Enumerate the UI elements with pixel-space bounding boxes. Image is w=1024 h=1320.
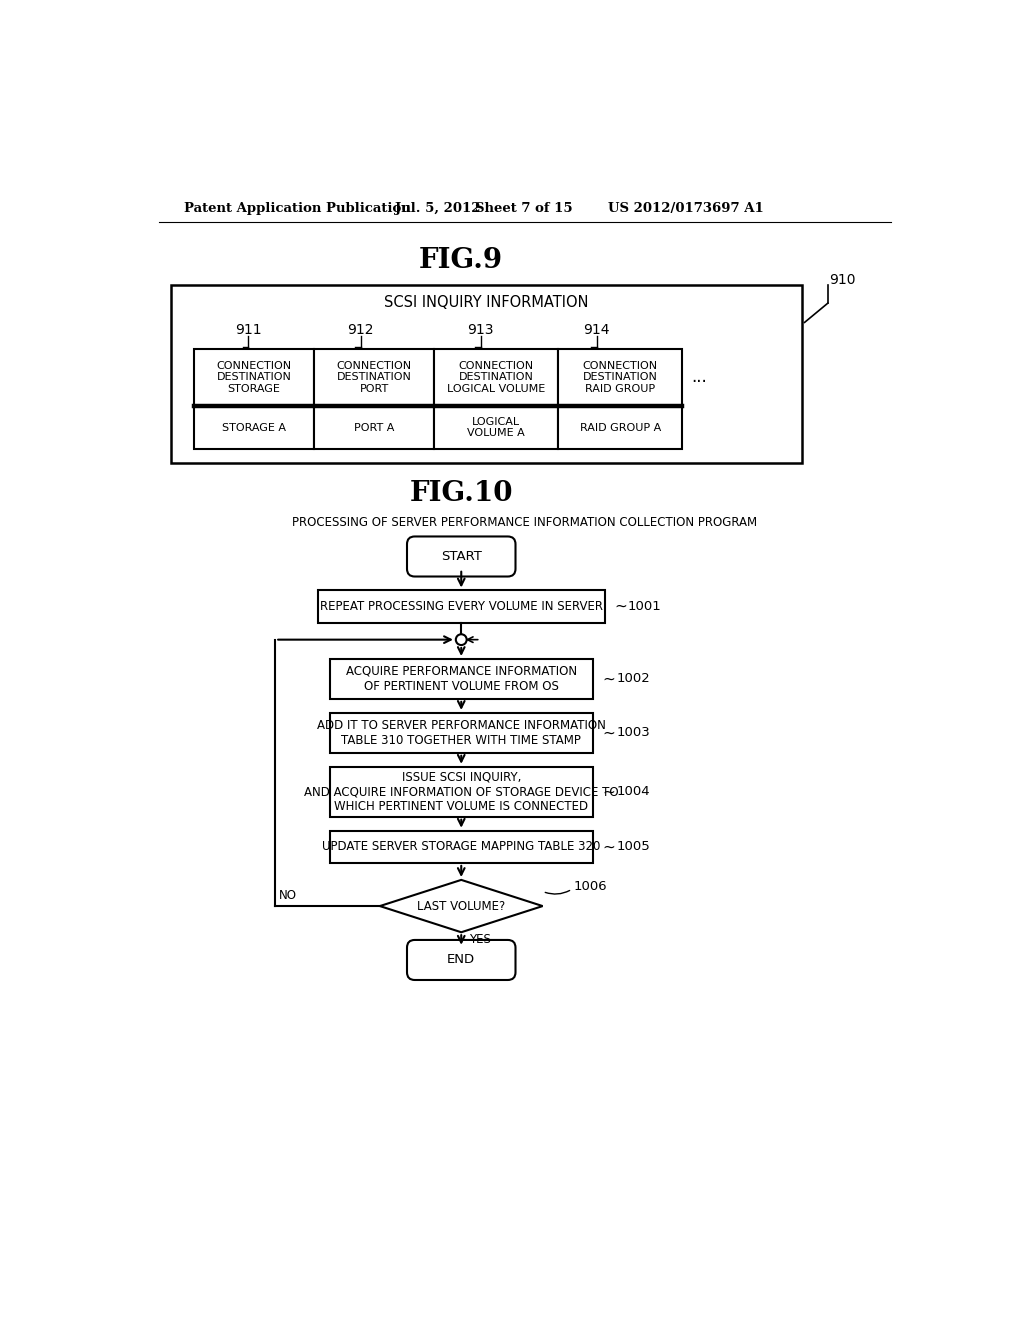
Text: 914: 914: [584, 323, 610, 337]
Text: ADD IT TO SERVER PERFORMANCE INFORMATION
TABLE 310 TOGETHER WITH TIME STAMP: ADD IT TO SERVER PERFORMANCE INFORMATION…: [316, 719, 605, 747]
Text: Sheet 7 of 15: Sheet 7 of 15: [475, 202, 572, 215]
Text: UPDATE SERVER STORAGE MAPPING TABLE 320: UPDATE SERVER STORAGE MAPPING TABLE 320: [323, 841, 600, 853]
Bar: [171, 285, 802, 462]
Bar: [558, 407, 682, 449]
Text: NO: NO: [280, 888, 297, 902]
Text: 910: 910: [829, 273, 856, 286]
Text: ~: ~: [614, 599, 627, 614]
FancyBboxPatch shape: [407, 940, 515, 979]
Text: Jul. 5, 2012: Jul. 5, 2012: [395, 202, 481, 215]
Text: END: END: [447, 953, 475, 966]
Bar: [330, 659, 593, 700]
Text: STORAGE A: STORAGE A: [222, 422, 286, 433]
Text: 1002: 1002: [616, 672, 650, 685]
Text: 1003: 1003: [616, 726, 650, 739]
Text: START: START: [440, 550, 481, 564]
Bar: [434, 348, 558, 407]
Text: Patent Application Publication: Patent Application Publication: [183, 202, 411, 215]
Polygon shape: [380, 880, 543, 932]
Text: PORT A: PORT A: [354, 422, 394, 433]
Text: RAID GROUP A: RAID GROUP A: [580, 422, 660, 433]
Bar: [330, 830, 593, 863]
Bar: [434, 407, 558, 449]
Text: 1004: 1004: [616, 785, 650, 799]
Text: 1006: 1006: [573, 879, 607, 892]
Text: US 2012/0173697 A1: US 2012/0173697 A1: [608, 202, 764, 215]
Text: LAST VOLUME?: LAST VOLUME?: [417, 899, 506, 912]
Text: CONNECTION
DESTINATION
STORAGE: CONNECTION DESTINATION STORAGE: [216, 360, 292, 395]
Text: PROCESSING OF SERVER PERFORMANCE INFORMATION COLLECTION PROGRAM: PROCESSING OF SERVER PERFORMANCE INFORMA…: [292, 516, 758, 529]
Circle shape: [456, 635, 467, 645]
Text: CONNECTION
DESTINATION
LOGICAL VOLUME: CONNECTION DESTINATION LOGICAL VOLUME: [447, 360, 545, 395]
Text: FIG.9: FIG.9: [419, 247, 504, 275]
Bar: [194, 407, 314, 449]
Text: 912: 912: [347, 323, 374, 337]
Text: ISSUE SCSI INQUIRY,
AND ACQUIRE INFORMATION OF STORAGE DEVICE TO
WHICH PERTINENT: ISSUE SCSI INQUIRY, AND ACQUIRE INFORMAT…: [304, 771, 618, 813]
Text: FIG.10: FIG.10: [410, 480, 513, 507]
Text: LOGICAL
VOLUME A: LOGICAL VOLUME A: [467, 417, 525, 438]
Bar: [314, 407, 434, 449]
Text: YES: YES: [469, 933, 490, 946]
Text: ...: ...: [691, 368, 707, 387]
Text: SCSI INQUIRY INFORMATION: SCSI INQUIRY INFORMATION: [384, 294, 589, 310]
Bar: [330, 713, 593, 752]
Bar: [314, 348, 434, 407]
Text: CONNECTION
DESTINATION
PORT: CONNECTION DESTINATION PORT: [337, 360, 412, 395]
Bar: [317, 590, 604, 623]
Text: CONNECTION
DESTINATION
RAID GROUP: CONNECTION DESTINATION RAID GROUP: [583, 360, 657, 395]
Bar: [194, 348, 314, 407]
Text: ~: ~: [602, 784, 615, 799]
Text: 913: 913: [467, 323, 494, 337]
Text: 911: 911: [234, 323, 261, 337]
Text: ~: ~: [602, 725, 615, 741]
Bar: [558, 348, 682, 407]
Text: 1005: 1005: [616, 841, 650, 853]
Text: REPEAT PROCESSING EVERY VOLUME IN SERVER: REPEAT PROCESSING EVERY VOLUME IN SERVER: [319, 601, 603, 612]
Text: ~: ~: [602, 672, 615, 686]
Text: ACQUIRE PERFORMANCE INFORMATION
OF PERTINENT VOLUME FROM OS: ACQUIRE PERFORMANCE INFORMATION OF PERTI…: [346, 665, 577, 693]
FancyBboxPatch shape: [407, 536, 515, 577]
Text: ~: ~: [602, 840, 615, 854]
Bar: [330, 767, 593, 817]
Text: 1001: 1001: [628, 601, 662, 612]
